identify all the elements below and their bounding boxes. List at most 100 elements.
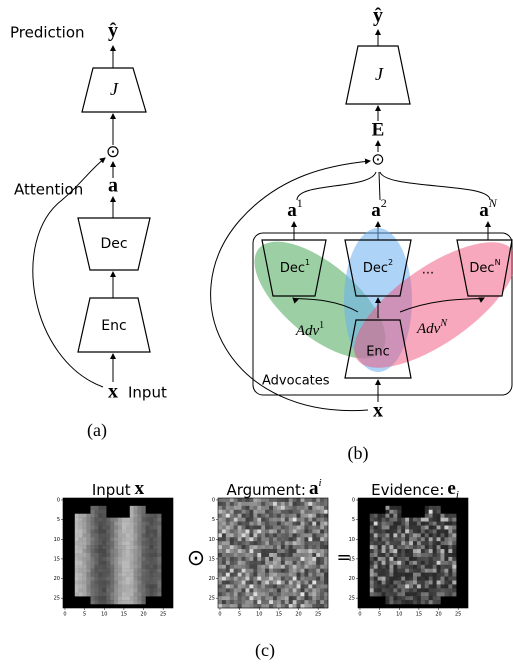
pixel bbox=[437, 541, 441, 545]
pixel bbox=[386, 537, 390, 541]
sup: 2 bbox=[381, 196, 387, 210]
pixel bbox=[122, 557, 126, 561]
pixel bbox=[102, 581, 106, 585]
pixel bbox=[413, 588, 417, 592]
pixel bbox=[83, 561, 87, 565]
pixel bbox=[146, 541, 150, 545]
pixel bbox=[249, 506, 253, 510]
pixel bbox=[281, 498, 285, 502]
pixel bbox=[417, 569, 421, 573]
pixel bbox=[413, 600, 417, 604]
pixel bbox=[433, 549, 437, 553]
pixel bbox=[118, 522, 122, 526]
pixel bbox=[293, 569, 297, 573]
pixel bbox=[269, 545, 273, 549]
pixel bbox=[301, 506, 305, 510]
sup: 1 bbox=[297, 196, 303, 210]
pixel bbox=[308, 541, 312, 545]
pixel bbox=[386, 588, 390, 592]
pixel bbox=[417, 600, 421, 604]
pixel bbox=[253, 529, 257, 533]
pixel bbox=[102, 592, 106, 596]
pixel bbox=[425, 557, 429, 561]
pixel bbox=[218, 584, 222, 588]
pixel bbox=[238, 577, 242, 581]
pixel bbox=[401, 596, 405, 600]
pixel bbox=[413, 573, 417, 577]
x-tick-label: 0 bbox=[218, 612, 221, 618]
pixel bbox=[75, 573, 79, 577]
pixel bbox=[289, 569, 293, 573]
label: Advocates bbox=[262, 374, 330, 389]
pixel bbox=[238, 514, 242, 518]
pixel bbox=[273, 514, 277, 518]
pixel bbox=[94, 588, 98, 592]
pixel bbox=[281, 561, 285, 565]
pixel bbox=[273, 498, 277, 502]
pixel bbox=[289, 506, 293, 510]
pixel bbox=[94, 600, 98, 604]
pixel bbox=[257, 592, 261, 596]
pixel bbox=[87, 529, 91, 533]
pixel bbox=[218, 506, 222, 510]
pixel bbox=[382, 569, 386, 573]
pixel bbox=[246, 541, 250, 545]
pixel bbox=[87, 592, 91, 596]
symbol: x bbox=[135, 478, 145, 499]
y-tick-label: 5 bbox=[212, 517, 215, 523]
pixel bbox=[425, 588, 429, 592]
pixel bbox=[269, 526, 273, 530]
pixel bbox=[285, 569, 289, 573]
pixel bbox=[242, 561, 246, 565]
pixel bbox=[382, 584, 386, 588]
pixel bbox=[448, 537, 452, 541]
pixel bbox=[218, 573, 222, 577]
pixel bbox=[370, 541, 374, 545]
pixel bbox=[425, 581, 429, 585]
pixel bbox=[249, 584, 253, 588]
x-tick-label: 20 bbox=[140, 612, 146, 618]
pixel bbox=[393, 553, 397, 557]
pixel bbox=[106, 537, 110, 541]
pixel bbox=[308, 557, 312, 561]
pixel bbox=[106, 561, 110, 565]
pixel bbox=[401, 518, 405, 522]
pixel bbox=[106, 581, 110, 585]
pixel bbox=[301, 541, 305, 545]
pixel bbox=[297, 569, 301, 573]
pixel bbox=[153, 557, 157, 561]
symbol: ŷ bbox=[108, 20, 118, 42]
pixel bbox=[110, 541, 114, 545]
pixel bbox=[277, 592, 281, 596]
pixel bbox=[378, 533, 382, 537]
pixel bbox=[94, 514, 98, 518]
pixel bbox=[230, 569, 234, 573]
pixel bbox=[138, 549, 142, 553]
pixel bbox=[433, 518, 437, 522]
pixel bbox=[253, 592, 257, 596]
pixel bbox=[405, 526, 409, 530]
pixel bbox=[218, 498, 222, 502]
pixel bbox=[118, 600, 122, 604]
pixel bbox=[316, 529, 320, 533]
pixel bbox=[312, 545, 316, 549]
pixel bbox=[138, 584, 142, 588]
pixel bbox=[114, 565, 118, 569]
pixel bbox=[433, 561, 437, 565]
pixel bbox=[261, 604, 265, 608]
pixel bbox=[277, 529, 281, 533]
pixel bbox=[102, 541, 106, 545]
pixel bbox=[218, 553, 222, 557]
pixel bbox=[218, 604, 222, 608]
symbol: x bbox=[373, 400, 383, 422]
pixel bbox=[94, 529, 98, 533]
pixel bbox=[409, 561, 413, 565]
pixel bbox=[273, 557, 277, 561]
pixel bbox=[269, 569, 273, 573]
pixel bbox=[261, 573, 265, 577]
pixel bbox=[444, 561, 448, 565]
pixel bbox=[448, 569, 452, 573]
pixel bbox=[277, 604, 281, 608]
pixel bbox=[308, 549, 312, 553]
pixel bbox=[102, 561, 106, 565]
